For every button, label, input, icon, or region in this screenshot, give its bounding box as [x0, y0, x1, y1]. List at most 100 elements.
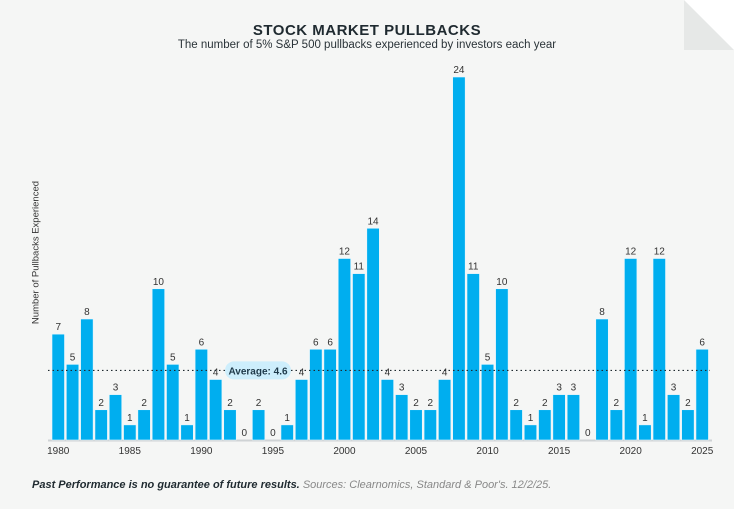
data-label-1981: 5 [70, 352, 76, 363]
data-label-1991: 4 [213, 368, 219, 379]
bar-2021 [638, 424, 652, 441]
bar-2002 [366, 227, 380, 441]
data-label-1987: 10 [153, 277, 165, 288]
data-label-2022: 12 [654, 247, 666, 258]
bar-1991 [209, 379, 223, 441]
x-tick-1980: 1980 [47, 446, 70, 457]
data-label-1990: 6 [199, 337, 205, 348]
data-label-2004: 3 [399, 383, 405, 394]
x-tick-2005: 2005 [405, 446, 428, 457]
data-label-2023: 3 [671, 383, 677, 394]
data-label-2024: 2 [685, 398, 691, 409]
bar-2016 [566, 394, 580, 441]
data-label-2016: 3 [571, 383, 577, 394]
bar-1990 [194, 348, 208, 441]
chart-title: STOCK MARKET PULLBACKS [252, 22, 482, 39]
data-label-2017: 0 [585, 428, 591, 439]
data-label-2007: 4 [442, 368, 448, 379]
x-tick-1995: 1995 [262, 446, 285, 457]
bar-1984 [108, 394, 123, 441]
bar-2015 [552, 394, 566, 441]
data-label-2012: 2 [513, 398, 519, 409]
data-label-1992: 2 [227, 398, 233, 409]
data-label-2002: 14 [368, 216, 380, 227]
bar-2000 [337, 258, 352, 441]
x-tick-2000: 2000 [333, 446, 356, 457]
chart-subtitle: The number of 5% S&P 500 pullbacks exper… [177, 39, 557, 51]
data-label-2008: 24 [453, 65, 465, 76]
data-label-1995: 0 [270, 428, 276, 439]
bar-2020 [624, 258, 638, 441]
bar-2008 [452, 76, 466, 441]
x-tick-2020: 2020 [620, 446, 643, 457]
data-label-2001: 11 [354, 262, 365, 273]
data-label-2010: 5 [485, 352, 491, 363]
x-tick-1985: 1985 [119, 446, 142, 457]
bar-1988 [166, 364, 180, 441]
page-corner-fold [684, 0, 734, 50]
bar-2022 [652, 258, 666, 441]
sources: Sources: Clearnomics, Standard & Poor's.… [302, 479, 552, 491]
bar-1992 [223, 409, 237, 441]
bar-2005 [409, 409, 423, 441]
bar-2011 [495, 288, 509, 441]
bar-1983 [94, 409, 108, 441]
data-label-2006: 2 [428, 398, 434, 409]
bar-1994 [252, 409, 266, 441]
data-label-2005: 2 [413, 398, 419, 409]
data-label-1985: 1 [127, 413, 133, 424]
bar-2006 [423, 409, 437, 441]
data-label-2009: 11 [468, 262, 479, 273]
data-label-2025: 6 [699, 337, 705, 348]
bar-1982 [80, 318, 94, 441]
data-label-2011: 10 [496, 277, 508, 288]
data-label-1998: 6 [313, 337, 319, 348]
bar-1997 [294, 379, 309, 441]
data-label-1983: 2 [98, 398, 104, 409]
data-label-1980: 7 [55, 322, 61, 333]
bar-2024 [681, 409, 695, 441]
bar-1989 [180, 424, 194, 441]
x-tick-1990: 1990 [190, 446, 213, 457]
data-label-2003: 4 [385, 368, 391, 379]
data-label-2015: 3 [556, 383, 562, 394]
bar-2009 [466, 273, 480, 441]
average-badge [225, 361, 291, 380]
bar-1985 [123, 424, 137, 441]
bar-2025 [695, 348, 709, 441]
data-label-2013: 1 [528, 413, 534, 424]
bar-1986 [137, 409, 151, 441]
data-label-1986: 2 [141, 398, 147, 409]
data-label-2021: 1 [642, 413, 648, 424]
data-label-2000: 12 [339, 247, 351, 258]
bar-2018 [595, 318, 609, 441]
data-label-1999: 6 [327, 337, 333, 348]
bar-2023 [667, 394, 681, 441]
average-label: Average: 4.6 [228, 366, 288, 377]
data-label-1997: 4 [299, 368, 305, 379]
bar-2010 [480, 364, 495, 441]
bar-1996 [280, 424, 294, 441]
data-label-1982: 8 [84, 307, 90, 318]
bar-2013 [523, 424, 538, 441]
data-label-2019: 2 [614, 398, 620, 409]
bar-2001 [352, 273, 366, 441]
data-label-1984: 3 [113, 383, 119, 394]
bar-1998 [309, 348, 323, 441]
x-tick-2015: 2015 [548, 446, 571, 457]
bar-2012 [509, 409, 523, 441]
disclaimer: Past Performance is no guarantee of futu… [32, 479, 300, 491]
data-label-1993: 0 [241, 428, 247, 439]
x-tick-2010: 2010 [476, 446, 499, 457]
bar-2004 [395, 394, 409, 441]
bar-2019 [609, 409, 623, 441]
data-label-2020: 12 [625, 247, 637, 258]
bar-1999 [323, 348, 337, 441]
bar-2003 [380, 379, 394, 441]
bar-1987 [151, 288, 165, 441]
bar-1980 [51, 333, 65, 441]
bar-1981 [66, 364, 80, 441]
x-tick-2025: 2025 [691, 446, 714, 457]
data-label-1994: 2 [256, 398, 262, 409]
